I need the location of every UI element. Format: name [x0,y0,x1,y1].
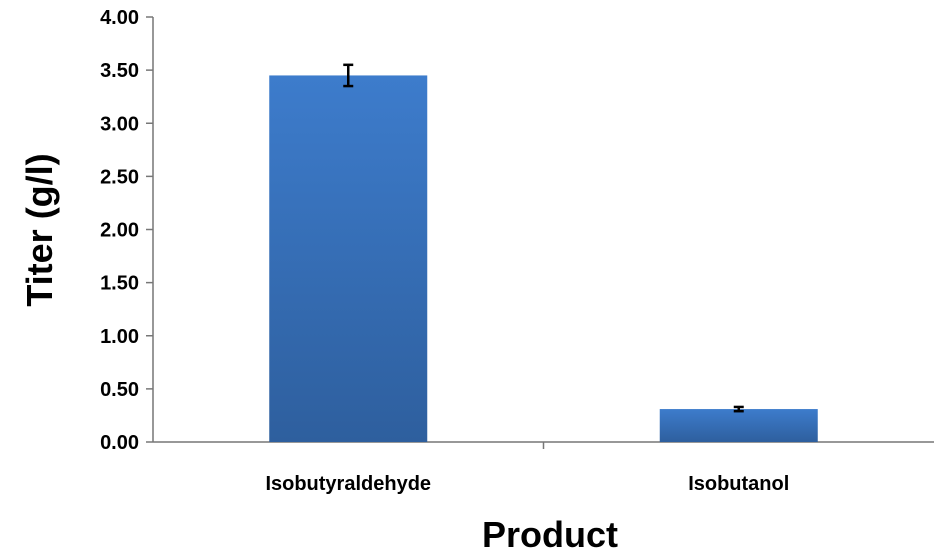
y-tick-label: 1.50 [100,273,139,295]
x-tick-label: Isobutyraldehyde [265,473,431,495]
error-bars-group [343,63,744,413]
y-tick-label: 0.50 [100,379,139,401]
x-axis [153,441,934,449]
error-bar-isobutanol [733,405,744,413]
y-tick-label: 1.00 [100,326,139,348]
y-tick-label: 0.00 [100,432,139,454]
bars-group [269,75,818,442]
y-tick-label: 2.00 [100,220,139,242]
y-tick-label: 3.00 [100,113,139,135]
bar-isobutyraldehyde [269,75,428,442]
bar-isobutanol [659,409,818,442]
y-axis: 0.00 0.50 1.00 1.50 2.00 2.50 3.00 3.50 4.00 [100,7,154,454]
y-tick-label: 4.00 [100,7,139,29]
x-axis-title: Product [482,514,618,552]
y-tick-label: 2.50 [100,166,139,188]
y-axis-title: Titer (g/l) [19,153,60,306]
y-tick-label: 3.50 [100,60,139,82]
category-labels: Isobutyraldehyde Isobutanol [265,473,789,495]
error-bar-isobutyraldehyde [343,63,354,88]
x-tick-label: Isobutanol [688,473,789,495]
